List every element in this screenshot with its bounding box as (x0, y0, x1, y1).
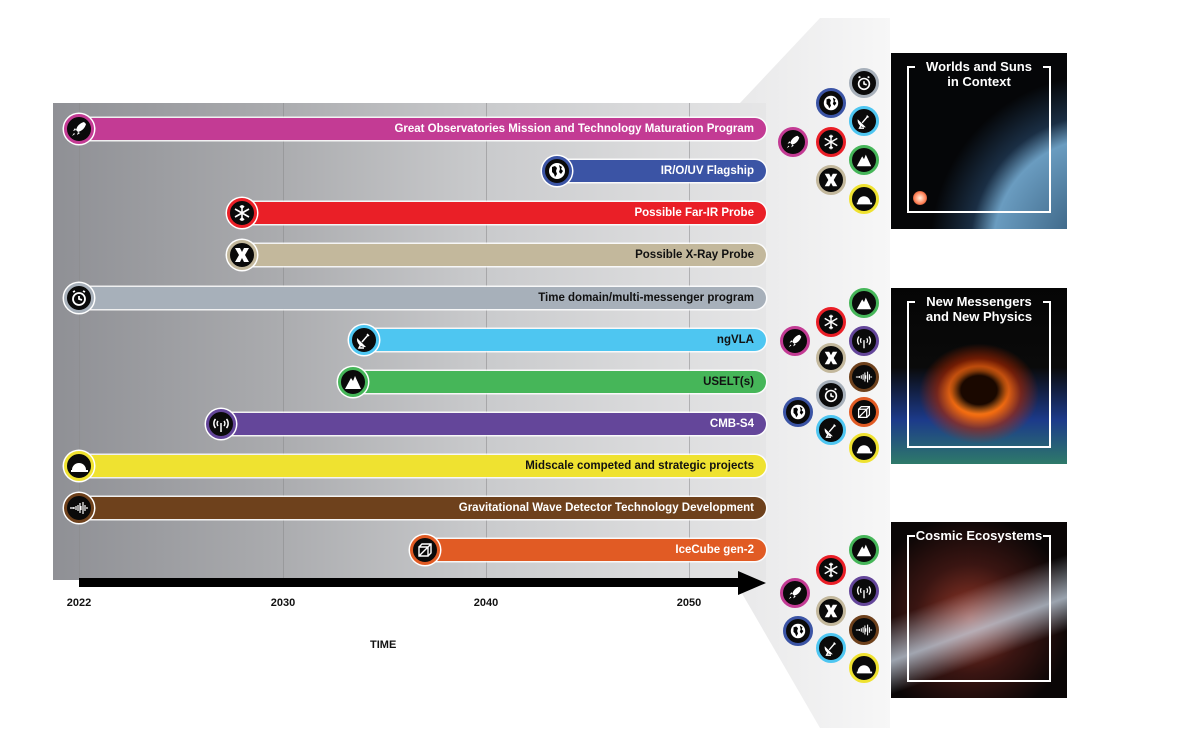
tick-2030: 2030 (270, 597, 296, 609)
radio-dish-icon (849, 106, 879, 136)
alarm-clock-icon (849, 68, 879, 98)
rocket-icon (780, 578, 810, 608)
antenna-signal-icon (849, 326, 879, 356)
cube-icon (409, 535, 440, 565)
snowflake-icon (816, 127, 846, 157)
gridline-2030 (283, 103, 284, 585)
rocket-icon (64, 114, 94, 144)
rocket-icon (780, 326, 810, 356)
timeline-bar: Great Observatories Mission and Technolo… (79, 118, 766, 140)
bar-label: Possible Far-IR Probe (634, 207, 754, 219)
globe-icon (816, 88, 846, 118)
timeline-bar: CMB-S4 (221, 413, 766, 435)
red-star (913, 191, 927, 205)
bar-label: USELT(s) (703, 376, 754, 388)
timeline-bar: Possible X-Ray Probe (241, 244, 766, 266)
mountain-icon (849, 145, 879, 175)
timeline-bar: ngVLA (363, 329, 766, 351)
theme-title: Worlds and Suns in Context (926, 59, 1032, 89)
tick-2040: 2040 (473, 597, 499, 609)
alarm-clock-icon (816, 380, 846, 410)
gridline-2022 (79, 103, 80, 585)
theme-title: New Messengers and New Physics (925, 294, 1033, 324)
theme-frame (907, 66, 1051, 213)
timeline-bar: Possible Far-IR Probe (241, 202, 766, 224)
theme-title: Cosmic Ecosystems (915, 528, 1043, 543)
radio-dish-icon (348, 325, 379, 355)
theme-panel-cosmic-ecosystems: Cosmic Ecosystems (891, 522, 1067, 698)
bar-label: IR/O/UV Flagship (660, 165, 754, 177)
bar-label: ngVLA (716, 334, 754, 346)
alarm-clock-icon (64, 283, 94, 313)
theme-frame (907, 301, 1051, 448)
hard-hat-icon (64, 451, 94, 481)
radio-dish-icon (816, 415, 846, 445)
bar-label: IceCube gen-2 (675, 544, 754, 556)
globe-icon (541, 156, 572, 186)
waveform-icon (849, 362, 879, 392)
bar-label: Possible X-Ray Probe (635, 249, 754, 261)
timeline-bar: IR/O/UV Flagship (556, 160, 766, 182)
bar-label: CMB-S4 (709, 418, 754, 430)
waveform-icon (849, 615, 879, 645)
rocket-icon (778, 127, 808, 157)
waveform-icon (64, 493, 94, 523)
timeline-bar: Midscale competed and strategic projects (79, 455, 766, 477)
theme-frame (907, 535, 1051, 682)
time-axis-arrow (738, 571, 766, 595)
bar-label: Gravitational Wave Detector Technology D… (458, 502, 754, 514)
antenna-signal-icon (206, 409, 237, 439)
tick-2022: 2022 (66, 597, 92, 609)
tick-2050: 2050 (676, 597, 702, 609)
timeline-bar: IceCube gen-2 (424, 539, 766, 561)
radio-dish-icon (816, 633, 846, 663)
snowflake-icon (816, 307, 846, 337)
bar-label: Great Observatories Mission and Technolo… (394, 123, 754, 135)
timeline-bar: Gravitational Wave Detector Technology D… (79, 497, 766, 519)
time-axis (79, 578, 739, 587)
snowflake-icon (816, 555, 846, 585)
timeline-bar: USELT(s) (353, 371, 766, 393)
hard-hat-icon (849, 653, 879, 683)
mountain-icon (849, 535, 879, 565)
theme-panel-new-messengers: New Messengers and New Physics (891, 288, 1067, 464)
x-ray-icon (226, 240, 257, 270)
mountain-icon (849, 288, 879, 318)
axis-title: TIME (370, 639, 397, 651)
x-ray-icon (816, 343, 846, 373)
mountain-icon (338, 367, 369, 397)
timeline-bar: Time domain/multi-messenger program (79, 287, 766, 309)
x-ray-icon (816, 596, 846, 626)
antenna-signal-icon (849, 576, 879, 606)
hard-hat-icon (849, 184, 879, 214)
cube-icon (849, 397, 879, 427)
bar-label: Time domain/multi-messenger program (538, 292, 754, 304)
x-ray-icon (816, 165, 846, 195)
bar-label: Midscale competed and strategic projects (525, 460, 754, 472)
globe-icon (783, 616, 813, 646)
snowflake-icon (226, 198, 257, 228)
hard-hat-icon (849, 433, 879, 463)
theme-panel-worlds-and-suns: Worlds and Suns in Context (891, 53, 1067, 229)
globe-icon (783, 397, 813, 427)
